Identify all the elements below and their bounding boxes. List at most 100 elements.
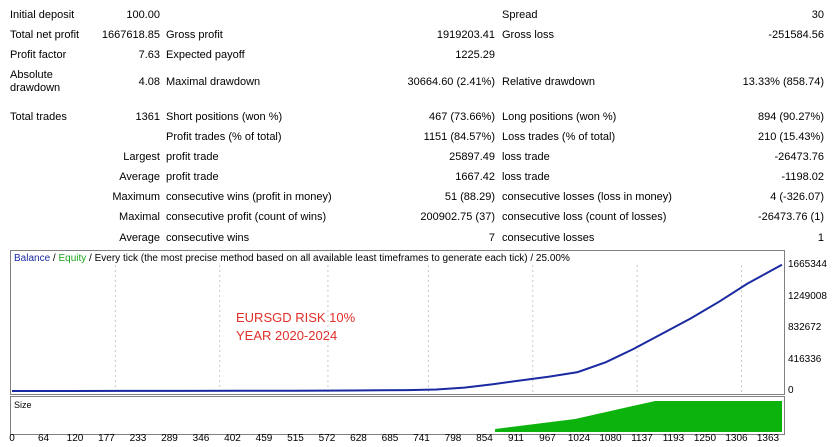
legend-sep: / — [50, 253, 59, 264]
x-tick-label: 1080 — [599, 433, 622, 444]
chart-annotation: EURSGD RISK 10% YEAR 2020-2024 — [236, 309, 355, 345]
profit-factor-value: 7.63 — [138, 49, 160, 61]
spread-value: 30 — [811, 9, 824, 21]
gross-profit-value: 1919203.41 — [436, 29, 495, 41]
legend-equity: Equity — [58, 253, 87, 264]
largest-profit-label: profit trade — [166, 151, 219, 163]
size-area — [495, 401, 782, 432]
largest-profit-value: 25897.49 — [449, 151, 495, 163]
maximal-drawdown-value: 30664.60 (2.41%) — [407, 76, 495, 88]
x-tick-label: 628 — [350, 433, 367, 444]
x-tick-label: 854 — [476, 433, 493, 444]
total-trades-value: 1361 — [135, 111, 160, 123]
gross-loss-value: -251584.56 — [768, 29, 824, 41]
maximum-wins-value: 51 (88.29) — [444, 191, 495, 203]
size-svg — [495, 401, 782, 432]
gross-loss-label: Gross loss — [502, 29, 554, 41]
annotation-line-1: EURSGD RISK 10% — [236, 310, 356, 325]
total-net-profit-label: Total net profit — [10, 29, 80, 41]
x-tick-label: 1306 — [725, 433, 748, 444]
short-positions-label: Short positions (won %) — [166, 111, 283, 123]
relative-drawdown-value: 13.33% (858.74) — [742, 76, 824, 88]
average-loss-value: -1198.02 — [781, 171, 824, 183]
x-tick-label: 64 — [37, 433, 50, 444]
maximum-losses-label: consecutive losses (loss in money) — [502, 191, 672, 203]
y-tick-label: 416336 — [788, 353, 822, 365]
total-net-profit-value: 1667618.85 — [101, 29, 160, 41]
x-tick-label: 346 — [192, 433, 210, 444]
maximum-losses-value: 4 (-326.07) — [770, 191, 824, 203]
long-positions-label: Long positions (won %) — [502, 111, 617, 123]
relative-drawdown-label: Relative drawdown — [502, 76, 595, 88]
average-loss-label: loss trade — [502, 171, 550, 183]
gross-profit-label: Gross profit — [166, 29, 223, 41]
annotation-line-2: YEAR 2020-2024 — [236, 328, 338, 343]
expected-payoff-label: Expected payoff — [166, 49, 245, 61]
legend-balance: Balance — [14, 253, 51, 264]
size-label: Size — [14, 400, 32, 410]
x-tick-label: 233 — [129, 433, 147, 444]
x-tick-label: 402 — [224, 433, 241, 444]
loss-trades-label: Loss trades (% of total) — [502, 131, 616, 143]
consecutive-losses-label: consecutive losses — [502, 232, 595, 244]
absolute-drawdown-label-2: drawdown — [10, 82, 61, 94]
x-tick-label: 572 — [318, 433, 336, 444]
legend-rest: / Every tick (the most precise method ba… — [86, 253, 570, 264]
balance-series-line — [12, 263, 783, 392]
x-tick-label: 177 — [98, 433, 115, 444]
chart-header: Balance / Equity / Every tick (the most … — [14, 253, 570, 264]
x-tick-label: 1250 — [693, 433, 717, 444]
x-tick-label: 1137 — [631, 433, 653, 444]
average-label: Average — [119, 171, 160, 183]
long-positions-value: 894 (90.27%) — [757, 111, 824, 123]
loss-trades-value: 210 (15.43%) — [757, 131, 824, 143]
expected-payoff-value: 1225.29 — [455, 49, 495, 61]
x-tick-label: 1193 — [662, 433, 685, 444]
x-tick-label: 289 — [161, 433, 178, 444]
maximum-wins-label: consecutive wins (profit in money) — [166, 191, 332, 203]
consecutive-wins-label: consecutive wins — [166, 232, 250, 244]
maximal-loss-label: consecutive loss (count of losses) — [502, 211, 667, 223]
consecutive-wins-value: 7 — [488, 232, 495, 244]
largest-label: Largest — [123, 151, 160, 163]
maximal-loss-value: -26473.76 (1) — [757, 211, 824, 223]
average-profit-value: 1667.42 — [455, 171, 495, 183]
initial-deposit-label: Initial deposit — [10, 9, 75, 21]
maximal-label: Maximal — [119, 211, 160, 223]
absolute-drawdown-value: 4.08 — [138, 76, 160, 88]
profit-trades-value: 1151 (84.57%) — [423, 131, 495, 143]
x-tick-label: 685 — [381, 433, 399, 444]
report-stats: Initial deposit 100.00 Spread 30 Total n… — [10, 9, 824, 244]
total-trades-label: Total trades — [10, 111, 67, 123]
maximal-profit-label: consecutive profit (count of wins) — [166, 211, 327, 223]
x-tick-label: 798 — [444, 433, 462, 444]
largest-loss-value: -26473.76 — [774, 151, 824, 163]
x-tick-label: 967 — [539, 433, 556, 444]
maximum-label: Maximum — [112, 191, 160, 203]
x-tick-label: 120 — [66, 433, 84, 444]
balance-line-svg — [12, 263, 783, 392]
spread-label: Spread — [502, 9, 538, 21]
x-tick-label: 741 — [413, 433, 430, 444]
maximal-drawdown-label: Maximal drawdown — [166, 76, 261, 88]
y-tick-label: 1665344 — [788, 259, 827, 270]
short-positions-value: 467 (73.66%) — [428, 111, 495, 123]
x-tick-label: 1363 — [756, 433, 780, 444]
profit-factor-label: Profit factor — [10, 49, 67, 61]
average-consecutive-label: Average — [119, 232, 160, 244]
profit-trades-label: Profit trades (% of total) — [166, 131, 282, 143]
y-tick-label: 1249008 — [788, 290, 827, 302]
x-tick-label: 0 — [9, 433, 15, 444]
x-tick-label: 1024 — [567, 433, 591, 444]
x-tick-label: 515 — [287, 433, 304, 444]
y-tick-label: 832672 — [788, 322, 822, 333]
largest-loss-label: loss trade — [502, 151, 550, 163]
initial-deposit-value: 100.00 — [126, 9, 160, 21]
balance-chart: Balance / Equity / Every tick (the most … — [10, 250, 785, 395]
size-panel: Size — [10, 396, 785, 435]
x-tick-label: 911 — [508, 433, 524, 444]
absolute-drawdown-label-1: Absolute — [10, 69, 53, 81]
maximal-profit-value: 200902.75 (37) — [420, 211, 495, 223]
consecutive-losses-value: 1 — [817, 232, 824, 244]
average-profit-label: profit trade — [166, 171, 219, 183]
